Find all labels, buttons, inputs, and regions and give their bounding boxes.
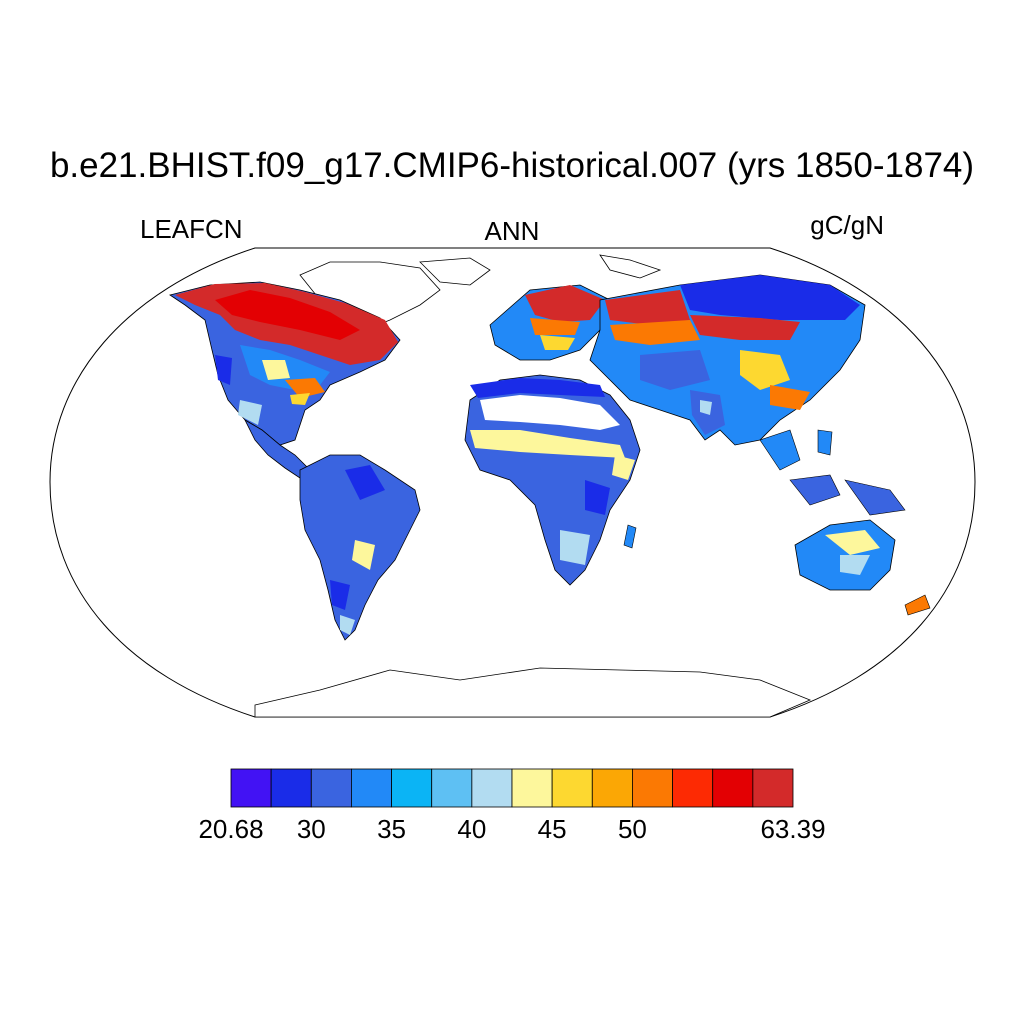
colorbar-box-6 bbox=[471, 768, 513, 808]
madagascar bbox=[623, 524, 637, 549]
africa bbox=[464, 374, 641, 586]
colorbar-tick-label: 50 bbox=[617, 814, 647, 844]
colorbar-box-10 bbox=[632, 768, 673, 808]
colorbar-box-5 bbox=[431, 768, 473, 808]
colorbar-tick-label: 30 bbox=[296, 814, 326, 844]
colorbar-box-12 bbox=[712, 768, 754, 808]
colorbar-tick-label: 40 bbox=[457, 814, 487, 844]
colorbar-box-9 bbox=[591, 768, 633, 808]
colorbar-box-3 bbox=[351, 768, 392, 808]
south-america bbox=[299, 454, 421, 641]
colorbar-tick-label: 63.39 bbox=[760, 814, 826, 844]
new-zealand bbox=[904, 594, 931, 616]
asia bbox=[589, 274, 866, 446]
colorbar-box-2 bbox=[310, 768, 352, 808]
southeast-asia bbox=[759, 429, 906, 516]
colorbar-tick-label: 35 bbox=[377, 814, 407, 844]
colorbar-tick-label: 20.68 bbox=[198, 814, 264, 844]
colorbar-box-8 bbox=[551, 768, 593, 808]
australia bbox=[794, 519, 896, 591]
colorbar-box-13 bbox=[752, 768, 794, 808]
season-label: ANN bbox=[484, 216, 540, 246]
plot-title: b.e21.BHIST.f09_g17.CMIP6-historical.007… bbox=[49, 146, 975, 185]
north-america bbox=[169, 281, 401, 446]
colorbar-box-7 bbox=[511, 768, 553, 808]
colorbar-box-4 bbox=[391, 768, 433, 808]
colorbar bbox=[230, 768, 794, 808]
colorbar-box-1 bbox=[270, 768, 312, 808]
antarctica-outline bbox=[254, 667, 812, 718]
colorbar-box-11 bbox=[672, 768, 714, 808]
europe bbox=[489, 284, 611, 361]
units-label: gC/gN bbox=[810, 210, 884, 240]
arctic-islands bbox=[419, 254, 662, 286]
colorbar-tick-label: 45 bbox=[537, 814, 567, 844]
colorbar-box-0 bbox=[230, 768, 272, 808]
variable-label: LEAFCN bbox=[140, 214, 243, 244]
